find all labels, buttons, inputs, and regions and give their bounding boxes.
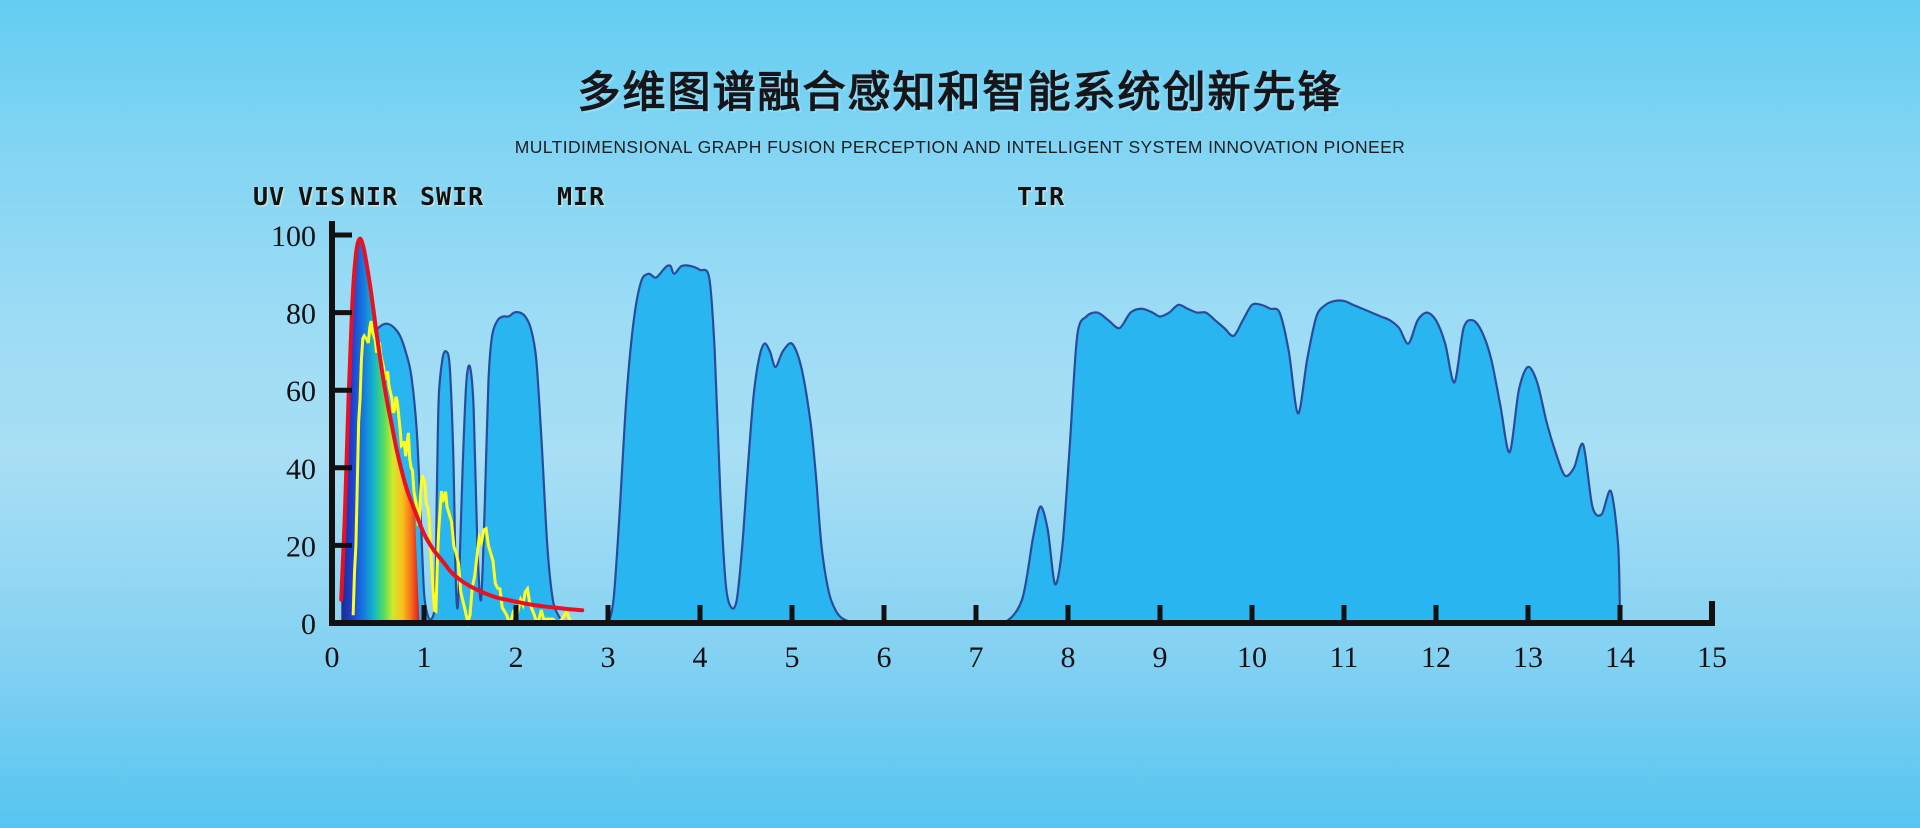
x-axis-tick-labels: 0 1 2 3 4 5 6 7 8 9 10 11 12 13 14 15 (325, 641, 1728, 674)
x-tick-label: 3 (601, 641, 616, 674)
page-title: 多维图谱融合感知和智能系统创新先锋 (577, 68, 1343, 118)
band-label-tir: TIR (1017, 182, 1066, 211)
y-tick-label: 0 (301, 608, 316, 641)
band-label-swir: SWIR (420, 182, 485, 211)
blackbody-curve-line (339, 236, 585, 613)
page-subtitle: MULTIDIMENSIONAL GRAPH FUSION PERCEPTION… (514, 137, 1406, 157)
band-label-vis: VIS (298, 182, 347, 211)
chart-axes (329, 221, 1715, 626)
x-tick-label: 13 (1513, 641, 1543, 674)
x-tick-label: 9 (1153, 641, 1168, 674)
spectrum-chart: UV VIS NIR SWIR MIR TIR (0, 168, 1920, 828)
x-tick-label: 11 (1330, 641, 1359, 674)
x-tick-label: 2 (509, 641, 524, 674)
page-header: 多维图谱融合感知和智能系统创新先锋 MULTIDIMENSIONAL GRAPH… (0, 0, 1920, 158)
band-label-mir: MIR (557, 182, 606, 211)
x-tick-label: 4 (693, 641, 708, 674)
transmission-area (330, 264, 1714, 626)
y-tick-label: 100 (271, 220, 316, 253)
band-label-nir: NIR (350, 182, 399, 211)
y-tick-label: 60 (286, 375, 316, 408)
x-tick-label: 7 (969, 641, 984, 674)
x-tick-label: 14 (1605, 641, 1635, 674)
x-tick-label: 5 (785, 641, 800, 674)
band-label-uv: UV (253, 182, 286, 211)
x-tick-label: 15 (1697, 641, 1727, 674)
y-axis-tick-labels: 0 20 40 60 80 100 (271, 220, 316, 641)
y-tick-label: 80 (286, 298, 316, 331)
x-tick-label: 8 (1061, 641, 1076, 674)
x-tick-label: 10 (1237, 641, 1267, 674)
y-tick-label: 20 (286, 530, 316, 563)
x-tick-label: 0 (325, 641, 340, 674)
x-tick-label: 1 (417, 641, 432, 674)
x-tick-label: 12 (1421, 641, 1451, 674)
x-tick-label: 6 (877, 641, 892, 674)
y-tick-label: 40 (286, 453, 316, 486)
